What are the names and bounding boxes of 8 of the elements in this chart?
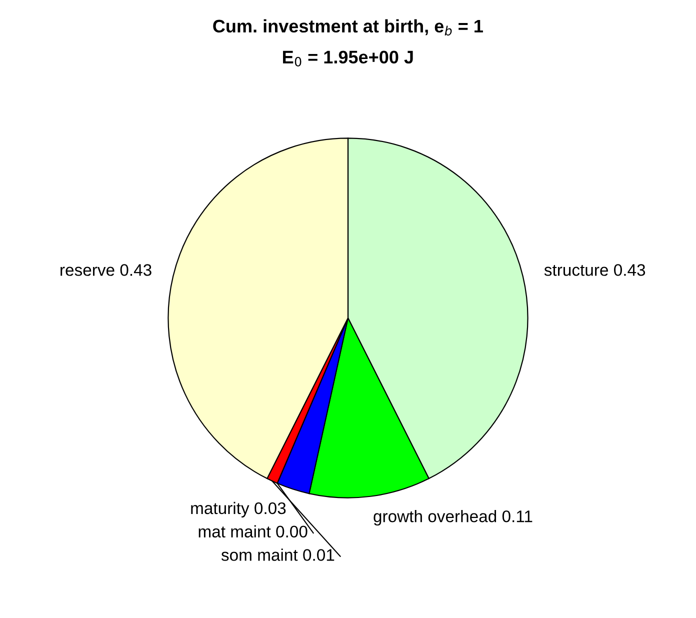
- slice-label: structure 0.43: [544, 264, 646, 276]
- slice-label: reserve 0.43: [60, 264, 152, 276]
- slice-label: growth overhead 0.11: [374, 510, 532, 526]
- chart-title: Cum. investment at birth, e$_{b}$ = 1: [213, 19, 483, 36]
- chart-subtitle: E$_{0}$ = 1.95e+00 J: [283, 50, 413, 66]
- category-label: mat maint 0.00: [198, 525, 308, 538]
- slice-label: som maint 0.01: [221, 548, 334, 561]
- slice-label: maturity 0.03: [191, 502, 286, 518]
